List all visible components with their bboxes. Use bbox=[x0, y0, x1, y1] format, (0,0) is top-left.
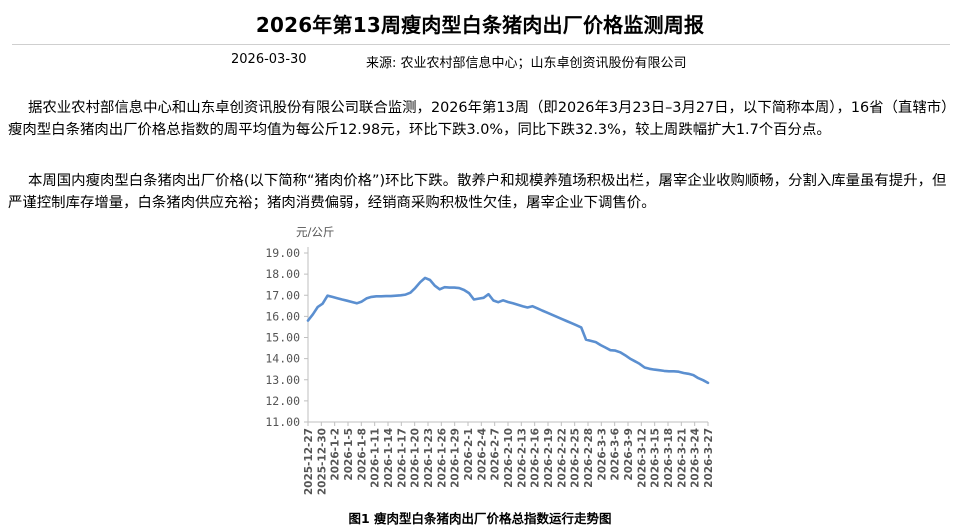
x-tick-label: 2026-2-1 bbox=[463, 428, 475, 481]
x-tick-label: 2026-3-3 bbox=[596, 428, 608, 481]
x-tick-label: 2026-1-29 bbox=[450, 428, 462, 488]
price-index-line bbox=[306, 276, 710, 385]
x-tick-label: 2026-1-11 bbox=[370, 428, 382, 488]
y-tick-label: 13.00 bbox=[265, 373, 300, 387]
report-title: 2026年第13周瘦肉型白条猪肉出厂价格监测周报 bbox=[255, 13, 705, 37]
x-tick-label: 2026-1-20 bbox=[410, 428, 422, 488]
x-tick-label: 2026-1-23 bbox=[423, 428, 435, 488]
y-tick-label: 19.00 bbox=[265, 246, 300, 260]
y-axis-label: 元/公斤 bbox=[296, 225, 334, 239]
x-tick-label: 2026-3-27 bbox=[703, 428, 715, 488]
x-tick-label: 2025-12-27 bbox=[303, 428, 315, 495]
x-tick-label: 2025-12-30 bbox=[316, 428, 328, 495]
x-tick-label: 2026-2-16 bbox=[530, 428, 542, 488]
x-tick-label: 2026-3-12 bbox=[636, 428, 648, 488]
x-tick-label: 2026-2-4 bbox=[476, 428, 488, 481]
publish-date: 2026-03-30 bbox=[231, 52, 307, 67]
source-line: 来源: 农业农村部信息中心；山东卓创资讯股份有限公司 bbox=[366, 56, 687, 71]
x-tick-label: 2026-1-17 bbox=[396, 428, 408, 488]
x-tick-label: 2026-1-2 bbox=[330, 428, 342, 481]
x-tick-label: 2026-1-5 bbox=[343, 428, 355, 481]
x-tick-label: 2026-2-13 bbox=[516, 428, 528, 488]
x-tick-label: 2026-3-18 bbox=[663, 428, 675, 488]
x-tick-label: 2026-3-15 bbox=[650, 428, 662, 488]
paragraph-summary: 据农业农村部信息中心和山东卓创资讯股份有限公司联合监测，2026年第13周（即2… bbox=[8, 100, 949, 138]
x-tick-label: 2026-1-26 bbox=[436, 428, 448, 488]
title-divider bbox=[12, 44, 950, 45]
x-tick-label: 2026-3-9 bbox=[623, 428, 635, 481]
x-tick-label: 2026-2-22 bbox=[556, 428, 568, 488]
y-tick-label: 15.00 bbox=[265, 331, 300, 345]
y-tick-label: 16.00 bbox=[265, 309, 300, 323]
y-tick-label: 12.00 bbox=[265, 394, 300, 408]
x-tick-label: 2026-1-8 bbox=[356, 428, 368, 481]
y-tick-label: 18.00 bbox=[265, 267, 300, 281]
x-tick-label: 2026-2-10 bbox=[503, 428, 515, 488]
y-tick-label: 14.00 bbox=[265, 352, 300, 366]
y-tick-label: 11.00 bbox=[265, 415, 300, 429]
x-tick-label: 2026-3-24 bbox=[690, 428, 702, 488]
x-tick-label: 2026-2-19 bbox=[543, 428, 555, 488]
x-tick-label: 2026-2-28 bbox=[583, 428, 595, 488]
x-tick-label: 2026-2-25 bbox=[570, 428, 582, 488]
x-tick-label: 2026-3-6 bbox=[610, 428, 622, 481]
x-tick-label: 2026-3-21 bbox=[676, 428, 688, 488]
x-tick-label: 2026-2-7 bbox=[490, 428, 502, 481]
y-tick-label: 17.00 bbox=[265, 288, 300, 302]
figure-caption: 图1 瘦肉型白条猪肉出厂价格总指数运行走势图 bbox=[348, 511, 612, 526]
paragraph-analysis: 本周国内瘦肉型白条猪肉出厂价格(以下简称“猪肉价格”)环比下跌。散养户和规模养殖… bbox=[8, 173, 947, 211]
x-tick-label: 2026-1-14 bbox=[383, 428, 395, 488]
